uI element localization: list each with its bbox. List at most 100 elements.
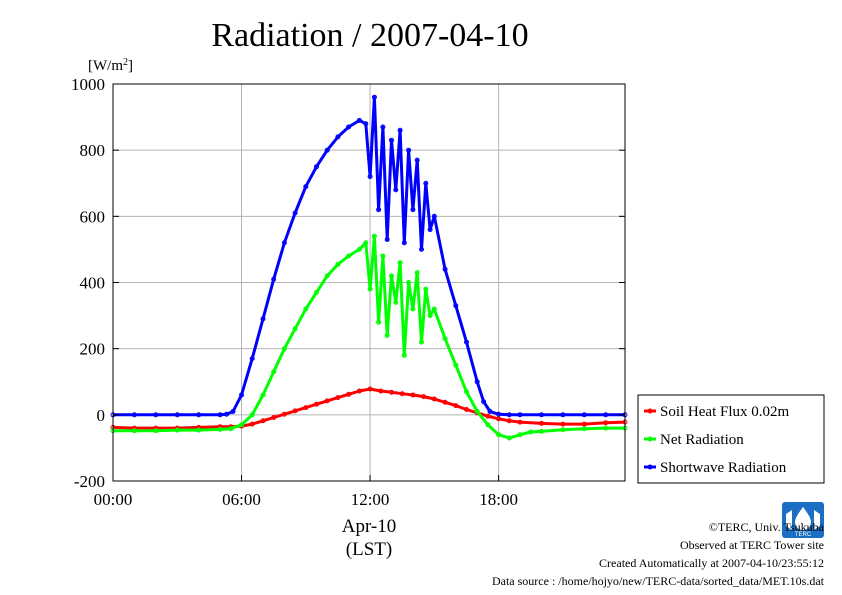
- data-point: [380, 253, 386, 259]
- legend-marker: [647, 464, 653, 470]
- data-point: [356, 388, 362, 394]
- data-point: [260, 418, 266, 424]
- x-tick-label: 06:00: [222, 490, 261, 509]
- data-point: [560, 412, 566, 418]
- terc-logo-icon: TERC: [782, 502, 824, 538]
- data-point: [196, 427, 202, 433]
- data-point: [603, 425, 609, 431]
- data-point: [453, 362, 459, 368]
- data-point: [517, 432, 523, 438]
- legend-label: Shortwave Radiation: [660, 460, 787, 476]
- data-point: [603, 420, 609, 426]
- data-point: [260, 316, 266, 322]
- data-point: [528, 429, 534, 435]
- data-point: [271, 415, 277, 420]
- data-point: [230, 409, 236, 414]
- data-point: [131, 428, 137, 434]
- data-point: [378, 388, 384, 394]
- data-point: [384, 237, 390, 242]
- data-point: [376, 319, 382, 325]
- x-axis-timezone-label: (LST): [346, 539, 392, 560]
- data-point: [560, 427, 566, 433]
- data-point: [421, 394, 427, 400]
- data-point: [427, 227, 433, 233]
- data-point: [410, 392, 416, 398]
- data-point: [314, 401, 319, 407]
- data-point: [249, 356, 255, 362]
- data-point: [367, 286, 373, 292]
- data-point: [281, 411, 287, 417]
- terc-logo: TERC: [782, 502, 824, 538]
- y-tick-label: 400: [80, 274, 106, 293]
- credit-source: Data source : /home/hojyo/new/TERC-data/…: [491, 574, 824, 588]
- data-point: [406, 280, 412, 285]
- data-point: [324, 273, 330, 279]
- y-tick-label: 1000: [71, 75, 105, 94]
- data-point: [367, 174, 373, 180]
- data-point: [260, 392, 266, 398]
- data-point: [453, 403, 459, 409]
- data-point: [442, 266, 448, 272]
- data-point: [314, 164, 319, 170]
- y-axis-unit: [W/m2]: [88, 57, 133, 74]
- data-point: [217, 426, 223, 432]
- data-point: [539, 428, 544, 434]
- data-point: [560, 421, 566, 427]
- data-point: [603, 412, 609, 418]
- series-layer: [110, 94, 628, 441]
- data-point: [423, 180, 429, 186]
- data-point: [217, 412, 223, 418]
- data-point: [442, 399, 448, 405]
- data-point: [292, 326, 298, 332]
- data-point: [414, 157, 420, 163]
- data-point: [389, 273, 394, 279]
- data-point: [249, 412, 255, 418]
- data-point: [423, 286, 429, 292]
- y-axis: -200 0 200 400 600 800 1000: [71, 75, 625, 491]
- data-point: [419, 339, 424, 345]
- data-point: [324, 398, 330, 404]
- data-point: [356, 246, 362, 252]
- data-point: [506, 435, 512, 441]
- data-point: [506, 418, 512, 424]
- data-point: [371, 233, 377, 239]
- x-tick-label: 18:00: [479, 490, 518, 509]
- data-point: [539, 420, 544, 426]
- y-tick-label: 200: [80, 340, 106, 359]
- data-point: [239, 422, 244, 428]
- chart-title: Radiation / 2007-04-10: [211, 17, 528, 54]
- data-point: [442, 336, 448, 342]
- data-point: [131, 412, 137, 418]
- credit-copyright: ©TERC, Univ. Tsukuba: [708, 520, 824, 534]
- data-point: [506, 412, 512, 418]
- data-point: [324, 147, 330, 153]
- data-point: [224, 411, 229, 417]
- data-point: [174, 412, 180, 418]
- data-point: [431, 213, 437, 219]
- data-point: [431, 396, 437, 402]
- data-point: [389, 389, 394, 395]
- y-tick-label: 800: [80, 141, 106, 160]
- data-point: [303, 184, 309, 190]
- x-tick-label: 00:00: [94, 490, 133, 509]
- data-point: [380, 124, 386, 130]
- data-point: [346, 391, 352, 397]
- data-point: [281, 346, 287, 352]
- data-point: [487, 409, 493, 414]
- data-point: [363, 121, 369, 127]
- data-point: [271, 369, 277, 375]
- data-point: [464, 339, 469, 345]
- data-point: [464, 389, 469, 395]
- data-point: [496, 432, 502, 438]
- data-point: [335, 134, 341, 140]
- y-tick-label: -200: [74, 472, 105, 491]
- legend-marker: [647, 436, 653, 442]
- x-axis-date-label: Apr-10: [342, 516, 397, 537]
- data-point: [410, 306, 416, 312]
- data-point: [401, 240, 407, 246]
- data-point: [401, 352, 407, 358]
- series-line-0: [112, 387, 626, 430]
- data-point: [410, 207, 416, 213]
- data-point: [303, 306, 309, 312]
